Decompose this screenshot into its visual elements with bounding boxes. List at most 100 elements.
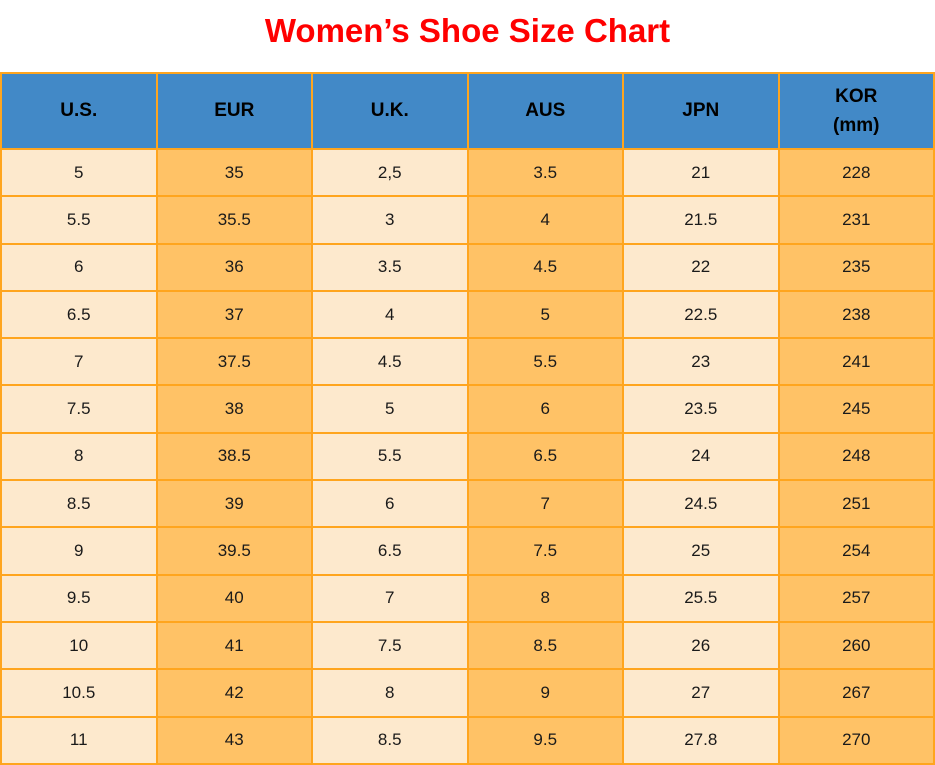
table-row: 8.5 39 6 7 24.5 251 bbox=[0, 479, 935, 529]
table-cell: 2,5 bbox=[311, 147, 469, 198]
table-cell: 39.5 bbox=[155, 526, 313, 576]
table-row: 7 37.5 4.5 5.5 23 241 bbox=[0, 337, 935, 387]
table-cell: 26 bbox=[622, 620, 780, 671]
table-cell: 245 bbox=[777, 384, 935, 434]
table-cell: 9 bbox=[0, 526, 158, 576]
table-cell: 5.5 bbox=[0, 195, 158, 245]
table-cell: 254 bbox=[777, 526, 935, 576]
table-row: 7.5 38 5 6 23.5 245 bbox=[0, 384, 935, 434]
table-cell: 260 bbox=[777, 620, 935, 671]
table-row: 10.5 42 8 9 27 267 bbox=[0, 668, 935, 718]
table-cell: 8.5 bbox=[466, 620, 624, 671]
table-cell: 267 bbox=[777, 668, 935, 718]
table-row: 8 38.5 5.5 6.5 24 248 bbox=[0, 431, 935, 482]
table-row: 10 41 7.5 8.5 26 260 bbox=[0, 620, 935, 671]
table-cell: 5.5 bbox=[311, 431, 469, 482]
table-cell: 7.5 bbox=[311, 620, 469, 671]
table-cell: 21.5 bbox=[622, 195, 780, 245]
table-row: 6 36 3.5 4.5 22 235 bbox=[0, 242, 935, 292]
table-cell: 4 bbox=[311, 289, 469, 340]
table-cell: 6 bbox=[466, 384, 624, 434]
table-header: U.S. EUR U.K. AUS JPN KOR (mm) bbox=[0, 72, 935, 150]
table-cell: 7.5 bbox=[466, 526, 624, 576]
table-cell: 37.5 bbox=[155, 337, 313, 387]
table-cell: 228 bbox=[777, 147, 935, 198]
table-cell: 10 bbox=[0, 620, 158, 671]
table-cell: 7 bbox=[466, 479, 624, 529]
column-header-eur: EUR bbox=[155, 72, 313, 150]
table-cell: 21 bbox=[622, 147, 780, 198]
table-cell: 241 bbox=[777, 337, 935, 387]
table-cell: 251 bbox=[777, 479, 935, 529]
table-cell: 38.5 bbox=[155, 431, 313, 482]
table-cell: 22 bbox=[622, 242, 780, 292]
table-cell: 6.5 bbox=[311, 526, 469, 576]
column-header-kor: KOR (mm) bbox=[777, 72, 935, 150]
title-bar: Women’s Shoe Size Chart bbox=[0, 0, 935, 72]
table-cell: 38 bbox=[155, 384, 313, 434]
table-cell: 5 bbox=[0, 147, 158, 198]
table-cell: 37 bbox=[155, 289, 313, 340]
table-cell: 25.5 bbox=[622, 573, 780, 623]
table-cell: 235 bbox=[777, 242, 935, 292]
table-cell: 3.5 bbox=[311, 242, 469, 292]
table-cell: 24 bbox=[622, 431, 780, 482]
table-cell: 6.5 bbox=[466, 431, 624, 482]
table-row: 9 39.5 6.5 7.5 25 254 bbox=[0, 526, 935, 576]
table-cell: 25 bbox=[622, 526, 780, 576]
table-cell: 5.5 bbox=[466, 337, 624, 387]
table-cell: 4.5 bbox=[466, 242, 624, 292]
column-header-uk: U.K. bbox=[311, 72, 469, 150]
table-cell: 8 bbox=[311, 668, 469, 718]
column-header-us: U.S. bbox=[0, 72, 158, 150]
table-cell: 10.5 bbox=[0, 668, 158, 718]
table-cell: 23 bbox=[622, 337, 780, 387]
table-body: 5 35 2,5 3.5 21 228 5.5 35.5 3 4 21.5 231 6 36 3.5 4.5 2… bbox=[0, 147, 935, 765]
table-cell: 7.5 bbox=[0, 384, 158, 434]
table-cell: 36 bbox=[155, 242, 313, 292]
table-cell: 4.5 bbox=[311, 337, 469, 387]
table-row: 11 43 8.5 9.5 27.8 270 bbox=[0, 715, 935, 765]
table-cell: 8.5 bbox=[311, 715, 469, 765]
table-cell: 8 bbox=[0, 431, 158, 482]
table-cell: 22.5 bbox=[622, 289, 780, 340]
table-cell: 42 bbox=[155, 668, 313, 718]
header-row: U.S. EUR U.K. AUS JPN KOR (mm) bbox=[0, 72, 935, 150]
table-cell: 23.5 bbox=[622, 384, 780, 434]
shoe-size-table: U.S. EUR U.K. AUS JPN KOR (mm) 5 35 2,5 3.5… bbox=[0, 72, 935, 765]
table-cell: 248 bbox=[777, 431, 935, 482]
table-cell: 35 bbox=[155, 147, 313, 198]
table-cell: 40 bbox=[155, 573, 313, 623]
table-cell: 7 bbox=[0, 337, 158, 387]
table-cell: 41 bbox=[155, 620, 313, 671]
table-cell: 257 bbox=[777, 573, 935, 623]
table-cell: 9 bbox=[466, 668, 624, 718]
table-row: 6.5 37 4 5 22.5 238 bbox=[0, 289, 935, 340]
table-cell: 11 bbox=[0, 715, 158, 765]
table-cell: 27 bbox=[622, 668, 780, 718]
table-cell: 9.5 bbox=[466, 715, 624, 765]
table-cell: 6.5 bbox=[0, 289, 158, 340]
table-cell: 270 bbox=[777, 715, 935, 765]
table-cell: 5 bbox=[466, 289, 624, 340]
table-cell: 8.5 bbox=[0, 479, 158, 529]
table-row: 5.5 35.5 3 4 21.5 231 bbox=[0, 195, 935, 245]
table-cell: 6 bbox=[0, 242, 158, 292]
column-header-jpn: JPN bbox=[622, 72, 780, 150]
table-cell: 8 bbox=[466, 573, 624, 623]
table-cell: 4 bbox=[466, 195, 624, 245]
table-row: 5 35 2,5 3.5 21 228 bbox=[0, 147, 935, 198]
table-cell: 43 bbox=[155, 715, 313, 765]
table-cell: 24.5 bbox=[622, 479, 780, 529]
table-row: 9.5 40 7 8 25.5 257 bbox=[0, 573, 935, 623]
table-cell: 7 bbox=[311, 573, 469, 623]
table-cell: 6 bbox=[311, 479, 469, 529]
table-cell: 238 bbox=[777, 289, 935, 340]
column-header-aus: AUS bbox=[466, 72, 624, 150]
table-cell: 5 bbox=[311, 384, 469, 434]
table-cell: 3.5 bbox=[466, 147, 624, 198]
table-cell: 39 bbox=[155, 479, 313, 529]
page-title: Women’s Shoe Size Chart bbox=[264, 12, 671, 49]
table-cell: 9.5 bbox=[0, 573, 158, 623]
